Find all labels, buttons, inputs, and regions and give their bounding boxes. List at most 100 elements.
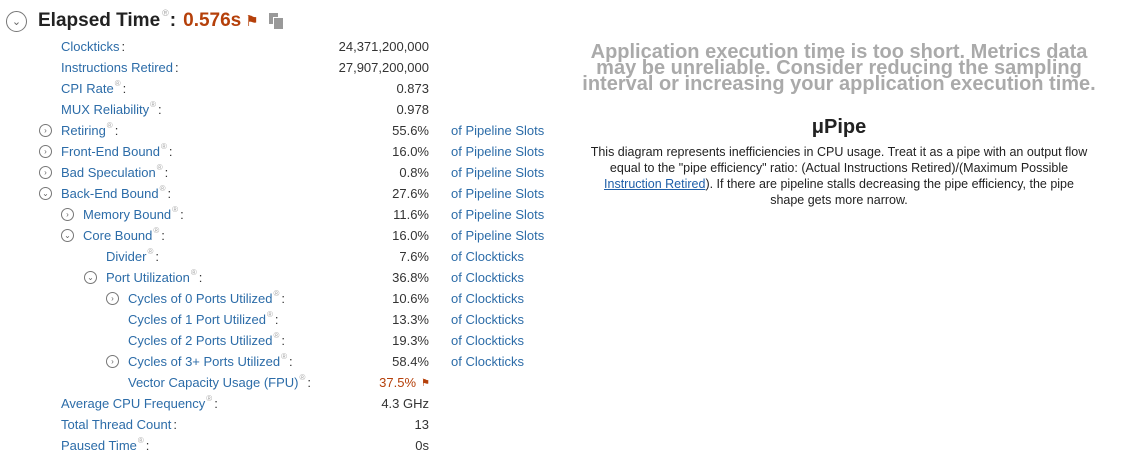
metric-label[interactable]: Back-End Bound [61,186,159,201]
metric-unit-link[interactable]: of Pipeline Slots [451,228,545,243]
metric-label[interactable]: Bad Speculation [61,165,156,180]
metric-label[interactable]: Port Utilization [106,270,190,285]
metric-unit-link[interactable]: of Clockticks [451,270,524,285]
help-icon[interactable]: ® [147,247,154,256]
collapse-icon[interactable]: ⌄ [61,229,74,242]
metric-label[interactable]: Front-End Bound [61,144,161,159]
metric-label[interactable]: CPI Rate [61,81,114,96]
expand-icon[interactable]: › [106,355,119,368]
help-icon[interactable]: ® [172,205,179,214]
metric-row: Vector Capacity Usage (FPU) ®: 37.5% ⚑ [0,372,560,393]
collapse-icon[interactable]: ⌄ [39,187,52,200]
upipe-desc-text: ). If there are pipeline stalls decreasi… [705,177,1074,191]
upipe-desc-line: This diagram represents inefficiencies i… [590,145,1088,159]
metric-value: 27,907,200,000 [338,60,429,75]
metric-label[interactable]: Cycles of 2 Ports Utilized [128,333,273,348]
metric-label[interactable]: Clockticks [61,39,120,54]
metric-label[interactable]: Retiring [61,123,106,138]
metric-unit-link[interactable]: of Clockticks [451,354,524,369]
collapse-icon[interactable]: ⌄ [84,271,97,284]
header-colon: : [169,10,177,31]
metric-row: MUX Reliability ®: 0.978 [0,99,560,120]
help-icon[interactable]: ® [114,79,121,88]
metric-row: Paused Time ®: 0s [0,435,560,456]
metric-value: 58.4% [392,354,429,369]
metric-value: 55.6% [392,123,429,138]
warning-line: Application execution time is too short.… [590,41,1088,63]
expand-icon[interactable]: › [61,208,74,221]
metric-label[interactable]: Core Bound [83,228,153,243]
elapsed-time-value: 0.576s [183,10,242,31]
help-icon[interactable]: ® [299,373,306,382]
help-icon[interactable]: ® [156,163,163,172]
metric-label[interactable]: Cycles of 0 Ports Utilized [128,291,273,306]
help-icon[interactable]: ® [153,226,160,235]
metric-unit-link[interactable]: of Pipeline Slots [451,144,545,159]
metric-label[interactable]: MUX Reliability [61,102,150,117]
metric-label[interactable]: Instructions Retired [61,60,173,75]
metric-label[interactable]: Divider [106,249,147,264]
metric-unit-link[interactable]: of Pipeline Slots [451,123,545,138]
short-execution-warning: Application execution time is too short.… [566,41,1112,94]
metric-value: 24,371,200,000 [338,39,429,54]
metric-value: 36.8% [392,270,429,285]
instruction-retired-link[interactable]: Instruction Retired [604,177,706,191]
metric-unit-link[interactable]: of Clockticks [451,291,524,306]
expand-icon[interactable]: › [39,166,52,179]
upipe-description: This diagram represents inefficiencies i… [558,144,1120,208]
metric-row: ⌄ Back-End Bound ®: 27.6% of Pipeline Slot… [0,183,560,204]
help-icon[interactable]: ® [281,352,287,361]
metric-row: Divider ®: 7.6% of Clockticks [0,246,560,267]
metric-value-text: 37.5% [379,375,417,390]
metric-unit-link[interactable]: of Clockticks [451,312,524,327]
metric-unit-link[interactable]: of Clockticks [451,333,524,348]
metric-value: 0.873 [396,81,429,96]
help-icon[interactable]: ® [267,310,273,319]
upipe-desc-line: Instruction Retired). If there are pipel… [558,176,1120,192]
metric-row: › Bad Speculation ®: 0.8% of Pipeline Slot… [0,162,560,183]
metric-label[interactable]: Paused Time [61,438,137,453]
copy-icon[interactable] [268,13,283,29]
flag-icon[interactable]: ⚑ [421,378,430,389]
collapse-toggle-icon[interactable]: ⌄ [6,10,27,32]
metric-value: 37.5% ⚑ [379,372,430,395]
expand-icon[interactable]: › [39,145,52,158]
help-icon[interactable]: ® [190,268,197,277]
metric-label[interactable]: Cycles of 1 Port Utilized [128,312,266,327]
metric-row: Total Thread Count: 13 [0,414,560,435]
help-icon[interactable]: ® [159,184,166,193]
upipe-desc-line: equal to the "pipe efficiency" ratio: (A… [609,161,1069,175]
flag-icon[interactable]: ⚑ [245,13,259,30]
metric-row: Cycles of 2 Ports Utilized ®: 19.3% of Cl… [0,330,560,351]
metric-unit-link[interactable]: of Pipeline Slots [451,165,545,180]
metric-row: Clockticks: 24,371,200,000 [0,36,560,57]
metric-label[interactable]: Average CPU Frequency [61,396,206,411]
expand-icon[interactable]: › [39,124,52,137]
metric-row: › Cycles of 3+ Ports Utilized ®: 58.4% of … [0,351,560,372]
help-icon[interactable]: ® [137,436,144,445]
metric-label[interactable]: Cycles of 3+ Ports Utilized [128,354,281,369]
help-icon[interactable]: ® [161,142,167,151]
help-icon[interactable]: ® [106,121,113,130]
help-icon[interactable]: ® [206,394,213,403]
metric-label[interactable]: Total Thread Count [61,417,172,432]
metric-value: 11.6% [393,207,429,222]
help-icon[interactable]: ® [273,331,280,340]
help-icon[interactable]: ® [273,289,280,298]
metric-value: 27.6% [392,186,429,201]
metric-row: Instructions Retired: 27,907,200,000 [0,57,560,78]
expand-icon[interactable]: › [106,292,119,305]
metric-unit-link[interactable]: of Clockticks [451,249,524,264]
metric-unit-link[interactable]: of Pipeline Slots [451,207,545,222]
metric-label[interactable]: Memory Bound [83,207,172,222]
help-icon[interactable]: ® [150,100,157,109]
metric-value: 4.3 GHz [381,396,429,411]
metric-value: 13 [414,417,429,432]
metric-value: 16.0% [392,144,429,159]
help-icon[interactable]: ® [162,8,169,18]
metric-value: 0s [415,438,429,453]
metric-value: 7.6% [399,249,429,264]
metric-unit-link[interactable]: of Pipeline Slots [451,186,545,201]
metric-row: Cycles of 1 Port Utilized ®: 13.3% of Clo… [0,309,560,330]
metric-label[interactable]: Vector Capacity Usage (FPU) [128,375,299,390]
